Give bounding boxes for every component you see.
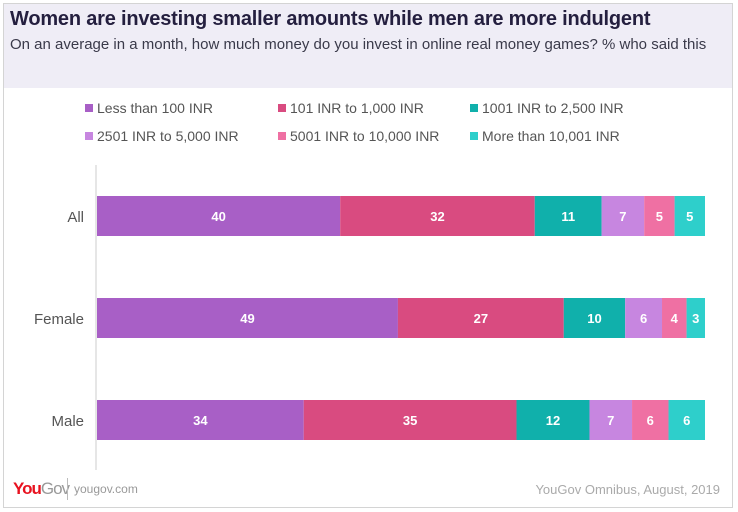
data-label: 4 (671, 311, 679, 326)
legend-label: 1001 INR to 2,500 INR (482, 100, 624, 116)
bar-segment (589, 400, 633, 440)
bar-segment (97, 196, 341, 236)
data-label: 35 (403, 413, 417, 428)
legend-swatch (470, 104, 478, 112)
legend-label: 2501 INR to 5,000 INR (97, 128, 239, 144)
chart-title: Women are investing smaller amounts whil… (10, 8, 651, 30)
yougov-logo: YouGov (13, 479, 70, 498)
category-label: Male (51, 413, 84, 430)
legend-item: 5001 INR to 10,000 INR (278, 128, 439, 144)
bar-segment (563, 298, 626, 338)
category-label: Female (34, 311, 84, 328)
chart-frame (3, 3, 733, 508)
legend-item: Less than 100 INR (85, 100, 213, 116)
legend-swatch (470, 132, 478, 140)
data-label: 12 (546, 413, 560, 428)
footer-site: yougov.com (74, 482, 138, 496)
bar-segment (625, 298, 663, 338)
bar-segment (632, 400, 669, 440)
bar-segment (668, 400, 705, 440)
legend-label: Less than 100 INR (97, 100, 213, 116)
legend-item: More than 10,001 INR (470, 128, 620, 144)
legend-label: 5001 INR to 10,000 INR (290, 128, 440, 144)
legend-swatch (278, 104, 286, 112)
bar-segment (674, 196, 705, 236)
footer-divider (67, 478, 68, 500)
data-label: 6 (647, 413, 654, 428)
category-label: All (67, 209, 84, 226)
bar-segment (686, 298, 705, 338)
bar-segment (97, 400, 304, 440)
legend-item: 1001 INR to 2,500 INR (470, 100, 624, 116)
bar-segment (340, 196, 535, 236)
data-label: 6 (640, 311, 647, 326)
bar-segment (516, 400, 590, 440)
legend-swatch (278, 132, 286, 140)
data-label: 7 (619, 209, 626, 224)
bar-segment (97, 298, 398, 338)
data-label: 5 (656, 209, 663, 224)
bar-segment (534, 196, 602, 236)
chart-subtitle: On an average in a month, how much money… (10, 36, 707, 53)
data-label: 40 (211, 209, 225, 224)
data-label: 34 (193, 413, 208, 428)
data-label: 10 (587, 311, 601, 326)
data-label: 6 (683, 413, 690, 428)
data-label: 27 (474, 311, 488, 326)
bar-segment (397, 298, 564, 338)
data-label: 11 (561, 209, 575, 224)
footer-source: YouGov Omnibus, August, 2019 (535, 482, 720, 497)
legend-label: More than 10,001 INR (482, 128, 620, 144)
legend-swatch (85, 132, 93, 140)
legend-item: 2501 INR to 5,000 INR (85, 128, 239, 144)
legend-swatch (85, 104, 93, 112)
legend-label: 101 INR to 1,000 INR (290, 100, 424, 116)
data-label: 7 (607, 413, 614, 428)
bar-segment (644, 196, 675, 236)
data-label: 49 (240, 311, 254, 326)
header-band (4, 4, 732, 88)
data-label: 32 (430, 209, 444, 224)
bar-segment (601, 196, 645, 236)
data-label: 3 (692, 311, 699, 326)
data-label: 5 (686, 209, 693, 224)
legend-item: 101 INR to 1,000 INR (278, 100, 424, 116)
bar-segment (662, 298, 687, 338)
bar-segment (303, 400, 517, 440)
